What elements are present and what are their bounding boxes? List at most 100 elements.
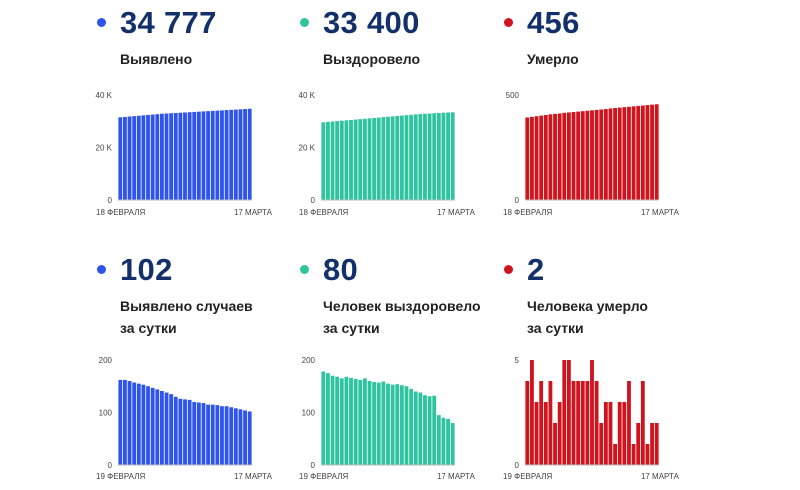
- bar: [150, 387, 155, 465]
- bar: [169, 113, 174, 200]
- bar: [594, 109, 599, 200]
- bar: [339, 378, 344, 466]
- bar: [566, 112, 571, 200]
- bar: [238, 109, 243, 200]
- bar: [201, 111, 206, 200]
- bar: [525, 117, 530, 200]
- bar: [654, 104, 659, 200]
- deaths-daily-value: 2: [527, 252, 545, 287]
- chart-recovered-daily: 0 100 200 19 ФЕВРАЛЯ 17 МАРТА: [299, 356, 476, 481]
- y-tick-label: 5: [515, 356, 520, 365]
- bar: [206, 404, 211, 465]
- confirmed-total-value: 34 777: [120, 5, 217, 40]
- bar: [362, 118, 367, 200]
- bar: [164, 392, 169, 465]
- bar: [654, 423, 659, 465]
- bar: [409, 388, 414, 466]
- chart-deaths-total: 0 500 18 ФЕВРАЛЯ 17 МАРТА: [503, 91, 680, 217]
- x-tick-label-start: 18 ФЕВРАЛЯ: [503, 208, 552, 217]
- bar: [127, 381, 132, 465]
- y-tick-label: 0: [515, 461, 520, 470]
- bar: [118, 117, 123, 200]
- bar: [441, 112, 446, 200]
- bar: [399, 385, 404, 465]
- x-tick-label-end: 17 МАРТА: [234, 472, 273, 481]
- bar: [571, 381, 576, 465]
- bar: [155, 114, 160, 200]
- bar: [353, 119, 358, 200]
- bar: [196, 111, 201, 200]
- bar: [367, 381, 372, 465]
- bar: [233, 408, 238, 465]
- bar: [627, 106, 631, 200]
- x-tick-label-start: 18 ФЕВРАЛЯ: [299, 208, 348, 217]
- bar: [330, 375, 335, 465]
- bar: [358, 379, 363, 465]
- bar: [187, 112, 192, 200]
- bar: [146, 114, 150, 200]
- confirmed-daily-dot-icon: [97, 265, 106, 274]
- x-tick-label-start: 18 ФЕВРАЛЯ: [96, 208, 145, 217]
- bar: [386, 383, 390, 466]
- bar: [381, 381, 386, 465]
- bar: [590, 110, 594, 200]
- bar: [220, 406, 224, 465]
- bar: [215, 405, 220, 465]
- bar: [173, 396, 178, 465]
- bar: [243, 109, 247, 200]
- bar: [590, 360, 594, 465]
- x-tick-label-end: 17 МАРТА: [437, 208, 476, 217]
- bar: [585, 110, 590, 200]
- bar: [594, 381, 599, 465]
- bar: [192, 402, 197, 465]
- bar: [132, 382, 137, 465]
- y-tick-label: 20 K: [299, 144, 316, 153]
- confirmed-total-label: Выявлено: [120, 51, 193, 67]
- bar: [229, 407, 234, 465]
- bar: [344, 376, 349, 465]
- bar: [201, 403, 206, 465]
- bar: [576, 381, 581, 465]
- bar: [580, 111, 585, 200]
- bar: [349, 377, 353, 465]
- card-deaths-daily: 2 Человека умерло за сутки 0 5 19 ФЕВРАЛЯ 1…: [497, 250, 697, 490]
- x-tick-label-end: 17 МАРТА: [437, 472, 476, 481]
- bar: [534, 116, 539, 200]
- bar: [622, 402, 627, 465]
- deaths-total-label: Умерло: [527, 51, 579, 67]
- bar: [548, 114, 553, 200]
- bar: [118, 379, 123, 465]
- bar: [599, 109, 604, 200]
- bar: [395, 116, 400, 200]
- bar: [446, 418, 450, 465]
- card-confirmed-total: 34 777 Выявлено 0 20 K 40 K 18 ФЕВРАЛЯ 17 МА…: [90, 0, 290, 240]
- bar: [247, 108, 252, 200]
- bar: [247, 411, 252, 465]
- bar: [640, 105, 645, 200]
- deaths-daily-label-line2: за сутки: [527, 320, 584, 336]
- bar: [146, 386, 150, 465]
- chart-deaths-daily: 0 5 19 ФЕВРАЛЯ 17 МАРТА: [503, 356, 680, 481]
- deaths-daily-label-line1: Человека умерло: [527, 298, 648, 314]
- bar: [617, 107, 622, 200]
- bar: [381, 117, 386, 200]
- bar: [640, 381, 645, 465]
- bar: [321, 371, 326, 465]
- bar: [571, 112, 576, 200]
- bar: [548, 381, 553, 465]
- y-tick-label: 200: [99, 356, 113, 365]
- y-tick-label: 100: [99, 409, 113, 418]
- bar: [224, 406, 229, 465]
- bar: [603, 109, 608, 200]
- y-tick-label: 500: [506, 91, 520, 100]
- bar: [636, 105, 641, 200]
- bar: [372, 117, 377, 200]
- bar: [432, 395, 437, 465]
- x-tick-label-end: 17 МАРТА: [234, 208, 273, 217]
- bar: [622, 107, 627, 200]
- bar: [335, 121, 340, 200]
- bar: [627, 381, 631, 465]
- bar: [335, 376, 340, 465]
- bar: [187, 399, 192, 465]
- bar: [613, 444, 618, 465]
